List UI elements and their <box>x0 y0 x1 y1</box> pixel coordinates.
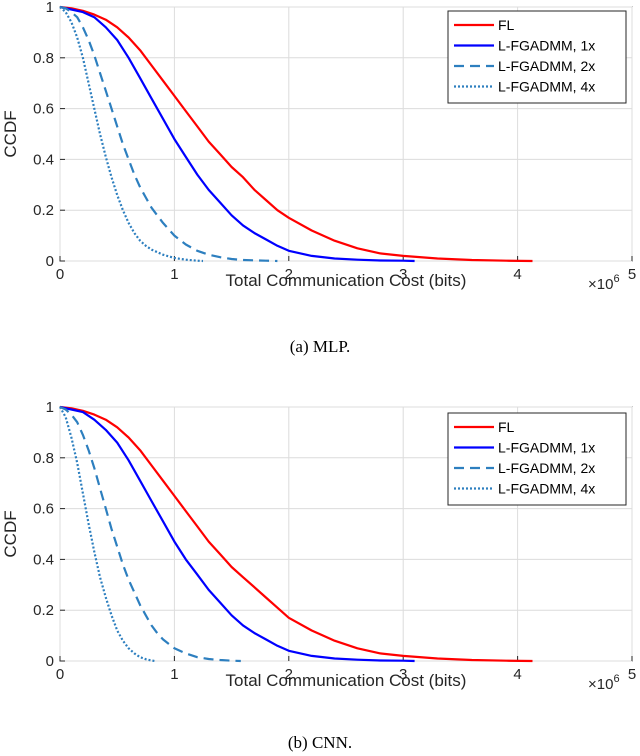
legend-label: L-FGADMM, 1x <box>498 38 595 54</box>
legend-label: L-FGADMM, 1x <box>498 440 595 456</box>
x-exponent-power: 6 <box>613 673 619 685</box>
x-exponent-base: ×10 <box>588 676 613 693</box>
caption: (b) CNN. <box>288 733 352 752</box>
y-tick-label: 0.6 <box>33 101 54 118</box>
series-group <box>59 5 533 263</box>
legend-box <box>447 412 627 506</box>
legend-label: L-FGADMM, 2x <box>498 58 595 74</box>
legend-box <box>447 10 627 104</box>
y-axis-label: CCDF <box>1 510 20 557</box>
x-exponent: ×106 <box>588 673 620 693</box>
y-tick-label: 0 <box>46 253 54 270</box>
x-tick-label: 0 <box>56 666 64 683</box>
y-axis-label: CCDF <box>1 110 20 157</box>
x-exponent-power: 6 <box>613 273 619 285</box>
legend-label: FL <box>498 17 515 33</box>
x-tick-label: 5 <box>628 266 636 283</box>
x-exponent-base: ×10 <box>588 276 613 293</box>
series-line-2 <box>59 5 415 263</box>
x-tick-label: 2 <box>285 666 293 683</box>
axis-ticks: 0 1 2 3 4 5 0 0.2 0.4 0.6 0.8 1 <box>33 399 636 683</box>
y-tick-label: 0.2 <box>33 602 54 619</box>
y-tick-label: 0.4 <box>33 551 54 568</box>
legend: FL L-FGADMM, 1x L-FGADMM, 2x L-FGADMM, 4x <box>447 412 627 506</box>
y-tick-label: 0.6 <box>33 501 54 518</box>
y-tick-label: 0.8 <box>33 450 54 467</box>
series-line-3 <box>59 5 278 263</box>
grid <box>59 406 633 662</box>
y-tick-label: 1 <box>46 0 54 16</box>
x-exponent: ×106 <box>588 273 620 293</box>
x-tick-label: 3 <box>399 666 407 683</box>
chart-mlp: 0 1 2 3 4 5 0 0.2 0.4 0.6 0.8 1 Total Communication… <box>1 0 636 356</box>
legend-label: L-FGADMM, 4x <box>498 79 595 95</box>
series-line-4 <box>59 406 156 663</box>
grid <box>59 6 633 262</box>
caption: (a) MLP. <box>290 337 350 356</box>
series-line-3 <box>59 405 241 663</box>
x-tick-label: 2 <box>285 266 293 283</box>
x-tick-label: 4 <box>513 666 521 683</box>
axis-ticks: 0 1 2 3 4 5 0 0.2 0.4 0.6 0.8 1 <box>33 0 636 283</box>
x-axis-label: Total Communication Cost (bits) <box>226 271 467 290</box>
legend-label: FL <box>498 419 515 435</box>
x-tick-label: 4 <box>513 266 521 283</box>
series-line-1 <box>59 405 533 663</box>
y-tick-label: 0.4 <box>33 151 54 168</box>
x-axis-label: Total Communication Cost (bits) <box>226 671 467 690</box>
series-group <box>59 405 533 663</box>
legend: FL L-FGADMM, 1x L-FGADMM, 2x L-FGADMM, 4x <box>447 10 627 104</box>
x-tick-label: 5 <box>628 666 636 683</box>
legend-label: L-FGADMM, 4x <box>498 481 595 497</box>
y-tick-label: 0.2 <box>33 202 54 219</box>
x-tick-label: 1 <box>170 266 178 283</box>
y-tick-label: 1 <box>46 399 54 416</box>
x-tick-label: 1 <box>170 666 178 683</box>
y-tick-label: 0 <box>46 653 54 670</box>
chart-cnn: 0 1 2 3 4 5 0 0.2 0.4 0.6 0.8 1 Total Communication… <box>1 399 636 752</box>
series-line-1 <box>59 5 533 263</box>
series-line-2 <box>59 405 415 663</box>
legend-label: L-FGADMM, 2x <box>498 460 595 476</box>
x-tick-label: 3 <box>399 266 407 283</box>
x-tick-label: 0 <box>56 266 64 283</box>
y-tick-label: 0.8 <box>33 50 54 67</box>
